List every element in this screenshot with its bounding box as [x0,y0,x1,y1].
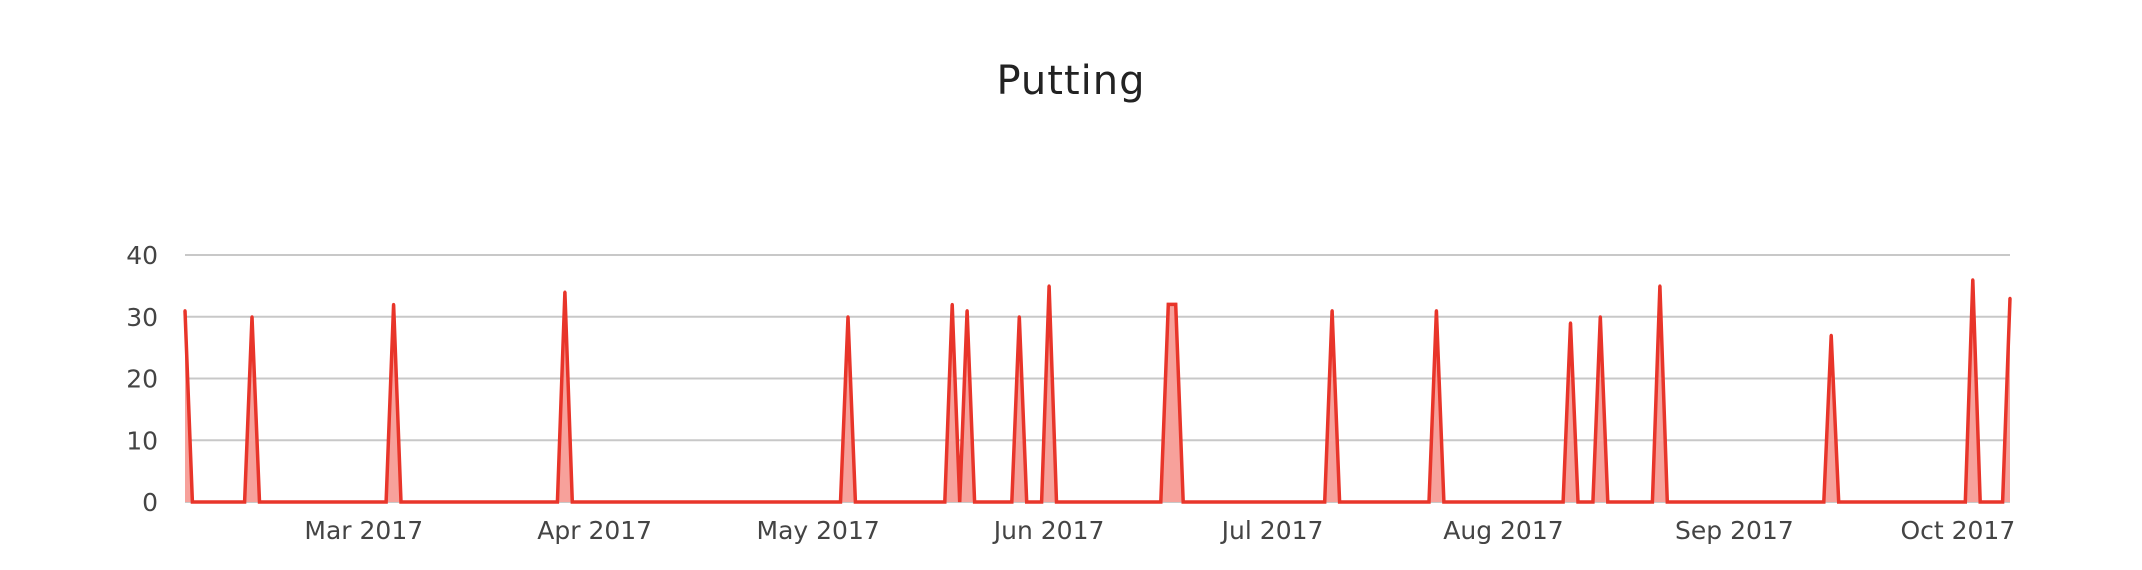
x-tick-label: Aug 2017 [1443,516,1563,545]
data-point [950,302,954,306]
data-point [1598,315,1602,319]
data-point [392,302,396,306]
data-point [1330,309,1334,313]
grid [185,254,2010,503]
data-point [1174,302,1178,306]
x-tick-label: Oct 2017 [1900,516,2015,545]
y-tick-label: 30 [126,303,158,332]
data-point [846,315,850,319]
series-line [183,279,2012,504]
y-axis: 0 10 20 30 40 [126,241,158,517]
x-axis: Mar 2017 Apr 2017 May 2017 Jun 2017 Jul 2017… [304,516,2015,545]
data-point [2008,296,2012,300]
data-point [250,315,254,319]
x-tick-label: Jun 2017 [992,516,1105,545]
data-point [183,309,187,313]
data-point [1434,309,1438,313]
y-tick-label: 20 [126,365,158,394]
x-tick-label: Apr 2017 [537,516,652,545]
series-area [183,278,2012,504]
data-point [1971,278,1975,282]
data-point [1166,302,1170,306]
x-tick-label: Sep 2017 [1675,516,1794,545]
data-point [1829,333,1833,337]
data-point [1569,321,1573,325]
data-point [1047,284,1051,288]
chart-title: Putting [996,58,1146,104]
y-tick-label: 10 [126,426,158,455]
data-point [965,309,969,313]
y-tick-label: 0 [142,488,158,517]
data-point [1017,315,1021,319]
series-fill [185,279,2010,502]
x-tick-label: May 2017 [757,516,880,545]
data-point [1658,284,1662,288]
x-tick-label: Jul 2017 [1220,516,1324,545]
data-point [563,290,567,294]
x-tick-label: Mar 2017 [304,516,423,545]
y-tick-label: 40 [126,241,158,270]
